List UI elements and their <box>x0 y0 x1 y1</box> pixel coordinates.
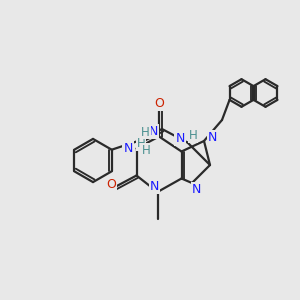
Text: H: H <box>188 129 197 142</box>
Text: N: N <box>208 131 217 144</box>
Text: N: N <box>175 131 185 145</box>
Text: H: H <box>142 143 151 157</box>
Text: H: H <box>136 136 146 150</box>
Text: N: N <box>192 183 201 196</box>
Text: N: N <box>149 125 158 138</box>
Text: N: N <box>150 180 159 193</box>
Text: H: H <box>141 125 150 139</box>
Text: O: O <box>106 178 116 191</box>
Text: N: N <box>123 142 133 155</box>
Text: O: O <box>154 97 164 110</box>
